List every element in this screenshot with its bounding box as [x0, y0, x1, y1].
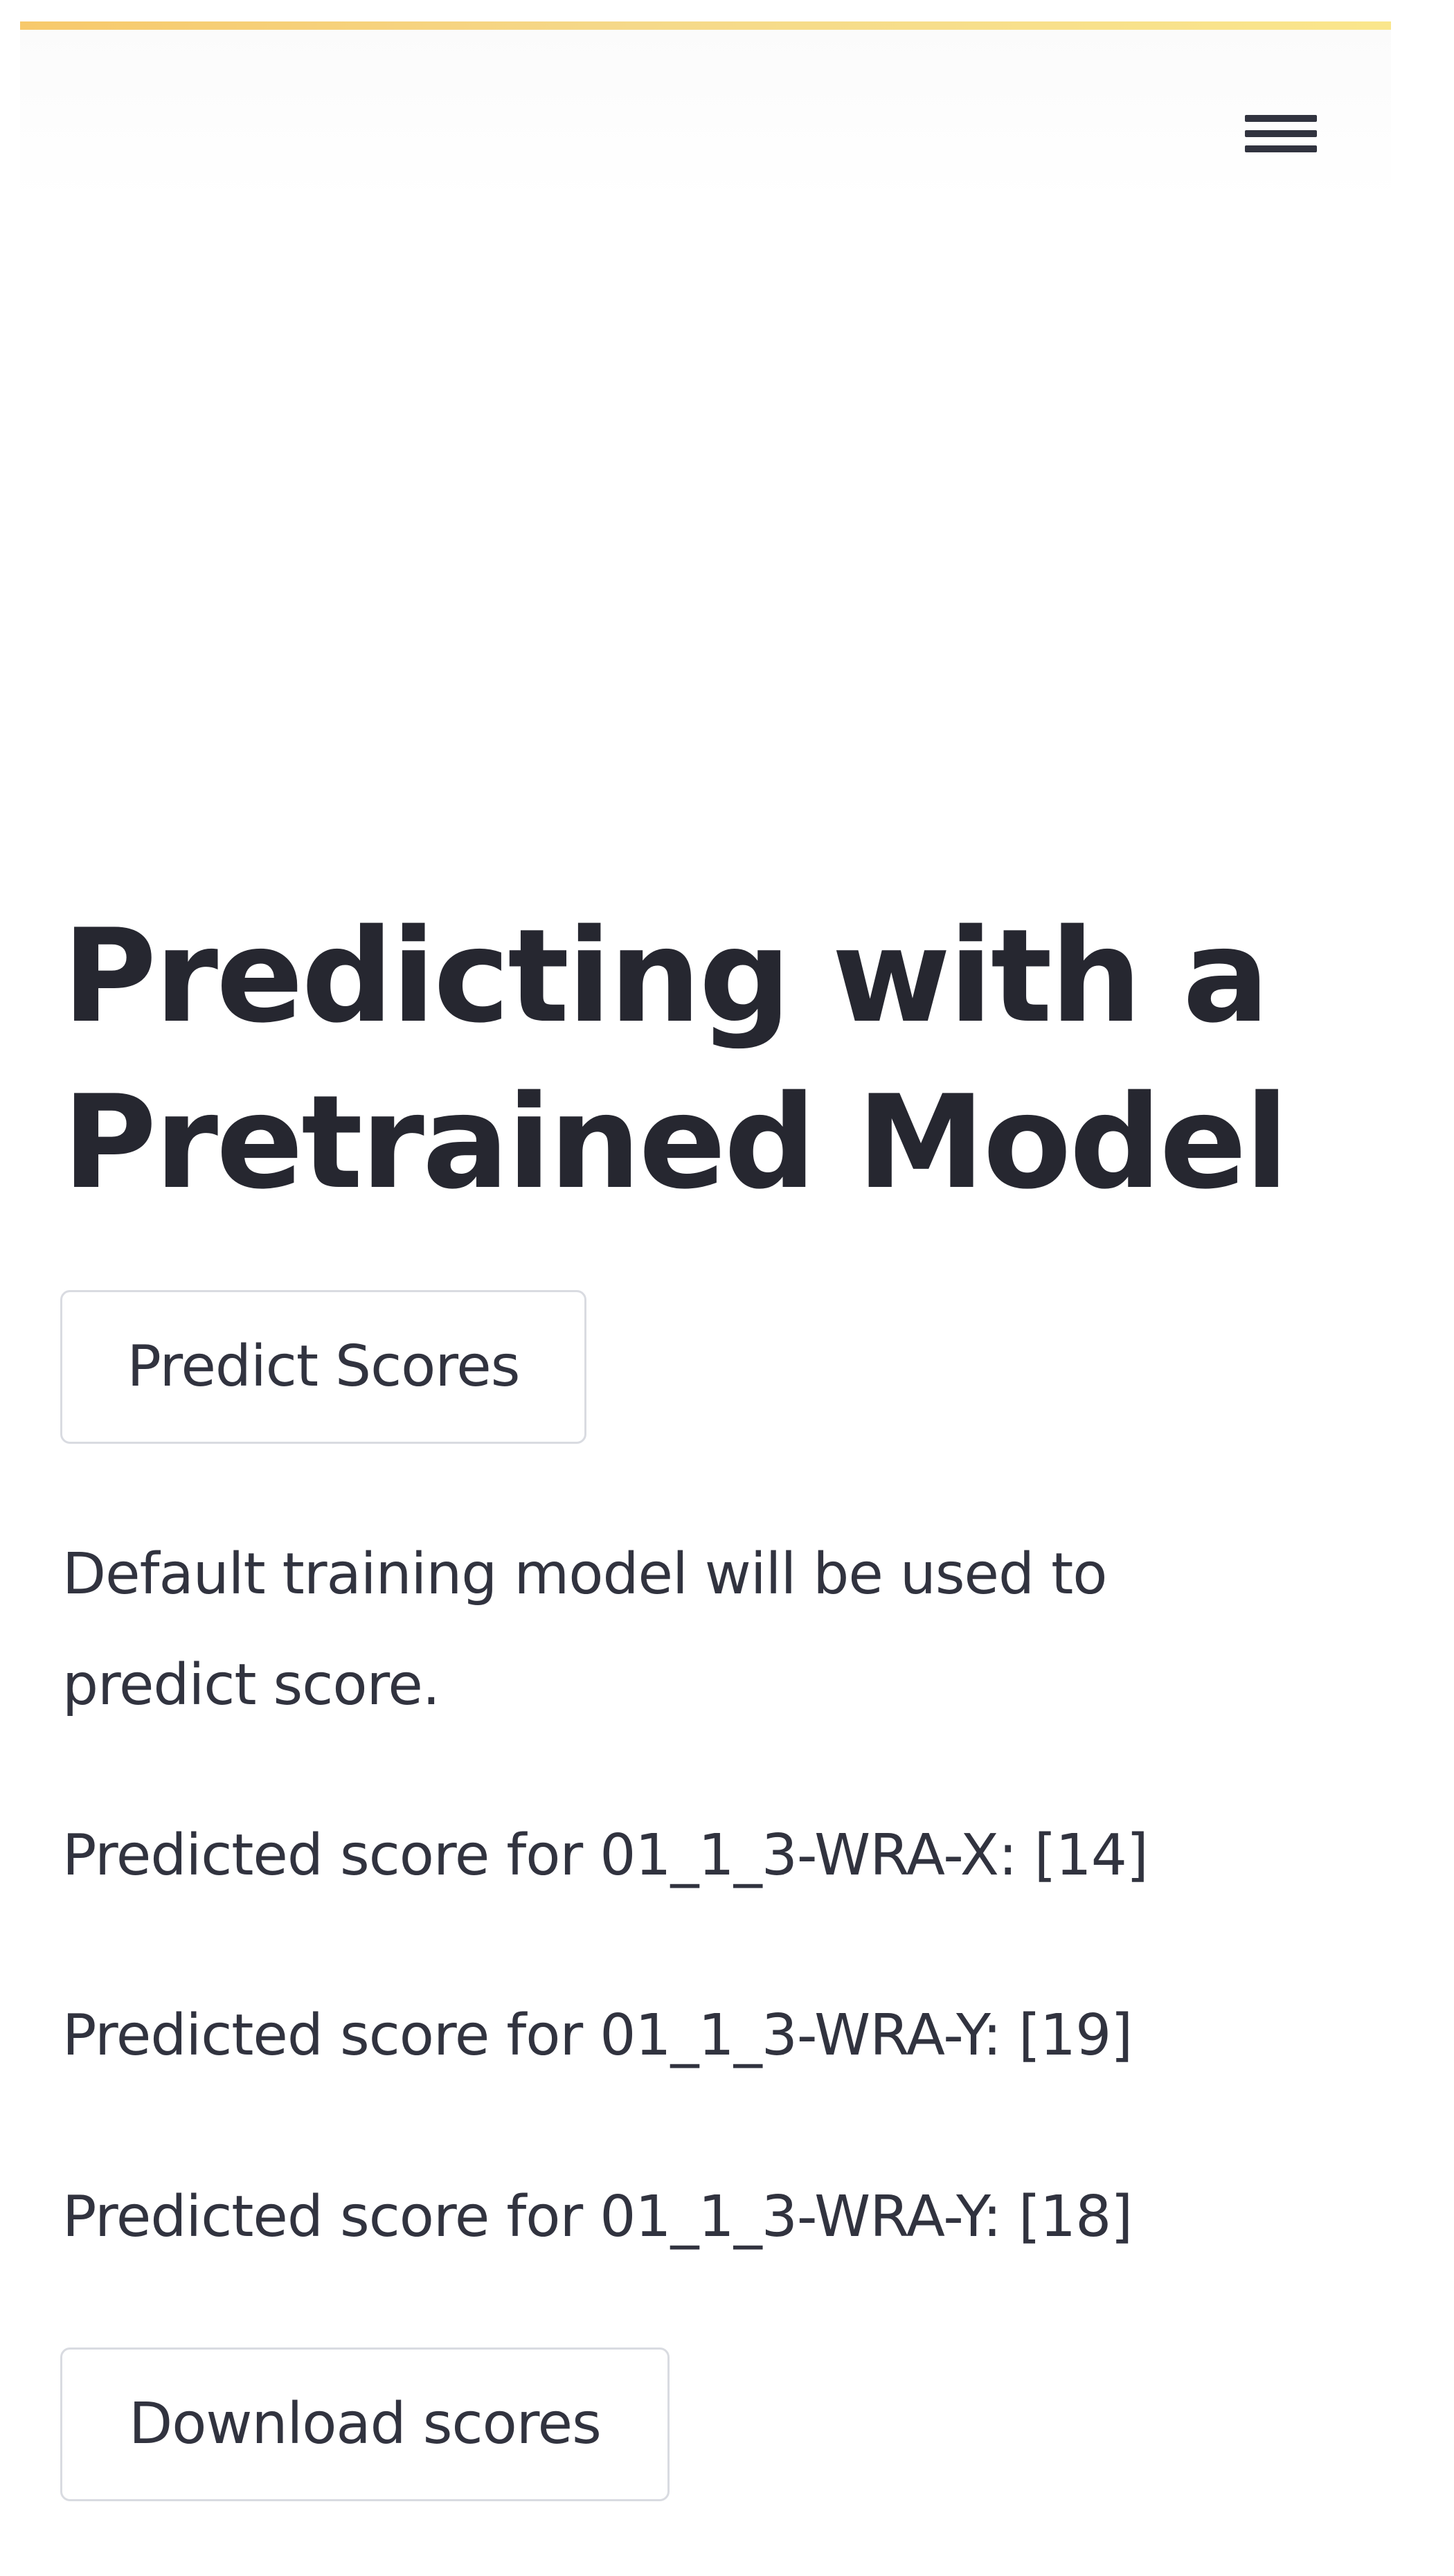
hamburger-menu-icon: [1245, 145, 1317, 152]
top-decoration-bar: [20, 21, 1391, 30]
hamburger-menu-icon: [1245, 130, 1317, 137]
app-header: [20, 30, 1391, 203]
info-text: Default training model will be used to p…: [62, 1541, 1107, 1718]
prediction-result: Predicted score for 01_1_3-WRA-X: [14]: [62, 1823, 1149, 1888]
prediction-result: Predicted score for 01_1_3-WRA-Y: [19]: [62, 2003, 1133, 2068]
predict-scores-button[interactable]: Predict Scores: [60, 1290, 586, 1444]
hamburger-menu-icon: [1245, 115, 1317, 122]
download-scores-button[interactable]: Download scores: [60, 2347, 670, 2501]
main-menu-button[interactable]: [1245, 111, 1317, 156]
prediction-result: Predicted score for 01_1_3-WRA-Y: [18]: [62, 2184, 1133, 2250]
page-title: Predicting with a Pretrained Model: [62, 901, 1289, 1217]
